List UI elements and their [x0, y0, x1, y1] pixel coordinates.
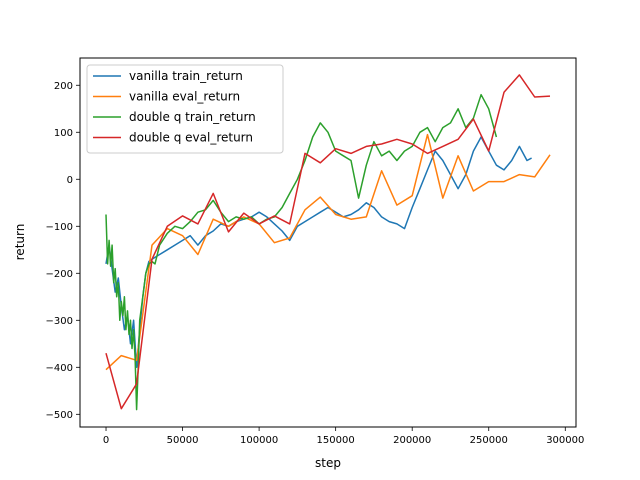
y-axis-label: return	[13, 224, 27, 261]
legend-label-3: double q eval_return	[129, 131, 253, 145]
y-tick-label-6: 100	[54, 128, 73, 139]
series-line-3	[105, 74, 551, 410]
y-tick-label-1: −400	[46, 363, 73, 374]
x-tick-label-6: 300000	[546, 435, 584, 446]
y-tick-label-2: −300	[46, 316, 73, 327]
y-axis: −500 −400 −300 −200 −100 0 100 200	[46, 81, 80, 421]
series-layer	[105, 74, 551, 411]
series-line-1	[105, 133, 551, 371]
legend-label-1: vanilla eval_return	[129, 90, 240, 104]
y-tick-label-3: −200	[46, 269, 73, 280]
x-tick-label-1: 50000	[167, 435, 199, 446]
legend-label-2: double q train_return	[129, 110, 256, 124]
plot-frame	[79, 57, 577, 428]
x-axis: 0 50000 100000 150000 200000 250000 300000	[103, 427, 584, 446]
y-tick-label-7: 200	[54, 81, 73, 92]
y-tick-label-0: −500	[46, 410, 73, 421]
x-tick-label-5: 250000	[470, 435, 508, 446]
x-tick-label-4: 200000	[393, 435, 431, 446]
y-tick-label-5: 0	[67, 175, 73, 186]
x-tick-label-2: 100000	[240, 435, 278, 446]
y-tick-label-4: −100	[46, 222, 73, 233]
x-tick-label-3: 150000	[317, 435, 355, 446]
x-axis-label: step	[315, 456, 341, 470]
legend-label-0: vanilla train_return	[129, 69, 243, 83]
x-tick-label-0: 0	[103, 435, 109, 446]
legend-box	[86, 64, 284, 154]
